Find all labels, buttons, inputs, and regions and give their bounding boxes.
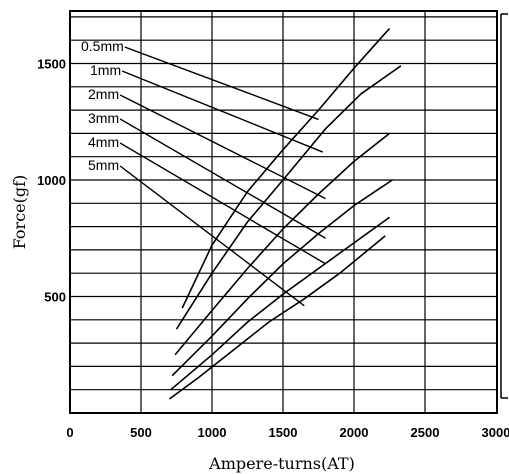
legend-leader-2 [121,70,324,153]
y-tick-label: 500 [44,290,66,305]
legend-leader-1 [124,46,319,121]
legend-leader-3 [119,94,326,200]
x-tick-label: 1500 [269,425,298,440]
legend-label-4: 3mm [88,110,119,126]
series-line-5 [170,216,390,391]
series-line-6 [168,235,386,400]
x-tick-label: 3000 [482,425,509,440]
x-tick-label: 0 [66,425,73,440]
x-tick-label: 2000 [340,425,369,440]
plot-frame [69,10,498,414]
tick-labels: 0 500 1000 1500 2000 2500 3000 500 1000 1500 [37,57,509,441]
legend-label-2: 1mm [90,62,121,78]
legend-label-3: 2mm [88,86,119,102]
grid [70,11,497,413]
y-tick-label: 1500 [37,57,66,72]
series-line-4 [171,179,393,377]
legend-leader-5 [119,142,326,265]
legend-leaders [119,46,326,307]
legend-label-6: 5mm [88,157,119,173]
legend-label-1: 0.5mm [81,38,124,54]
series-line-1 [181,27,391,309]
legend-leader-6 [119,165,305,307]
series-group [168,27,402,400]
y-tick-label: 1000 [37,173,66,188]
x-tick-label: 1000 [198,425,227,440]
y-axis-label: Force(gf) [10,175,29,250]
x-tick-label: 2500 [411,425,440,440]
legend: 0.5mm 1mm 2mm 3mm 4mm 5mm [81,38,124,173]
x-tick-label: 500 [130,425,152,440]
legend-label-5: 4mm [88,134,119,150]
x-axis-label: Ampere-turns(AT) [208,454,355,473]
legend-leader-4 [119,118,326,239]
series-line-3 [174,132,390,356]
series-line-2 [175,65,402,330]
